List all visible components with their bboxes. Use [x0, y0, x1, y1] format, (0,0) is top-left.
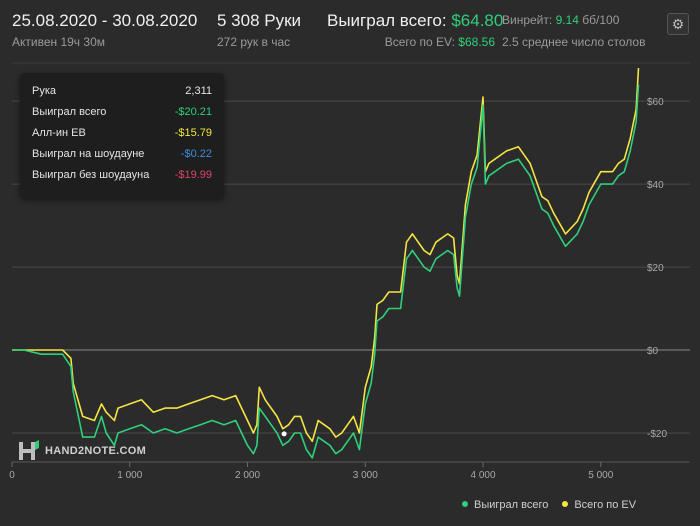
tooltip-value: -$15.79 [174, 127, 212, 139]
tooltip-label: Выиграл всего [32, 106, 107, 118]
legend-label: Всего по EV [574, 499, 637, 511]
ev-total-label: Всего по EV: [384, 35, 455, 49]
x-tick-label: 4 000 [471, 470, 496, 481]
x-tick-label: 0 [9, 470, 15, 481]
ev-total-value: $68.56 [458, 35, 495, 49]
won-total-value: $64.80 [451, 11, 504, 30]
y-tick-label: $0 [647, 346, 659, 357]
tooltip-row: Выиграл всего -$20.21 [32, 106, 212, 122]
hand2note-logo: HAND2NOTE.COM [19, 440, 146, 462]
tooltip-label: Выиграл без шоудауна [32, 169, 150, 181]
tooltip-label: Выиграл на шоудауне [32, 148, 145, 160]
gear-icon[interactable]: ⚙ [667, 13, 689, 35]
series-line [12, 67, 640, 443]
winrate-unit: бб/100 [582, 13, 620, 27]
tooltip-value: -$20.21 [174, 106, 212, 118]
tooltip-row: Выиграл на шоудауне -$0.22 [32, 148, 212, 164]
y-tick-label: $40 [647, 180, 664, 191]
tooltip-label: Рука [32, 85, 57, 97]
series-line [12, 84, 640, 459]
hand2note-logo-text: HAND2NOTE.COM [45, 445, 147, 457]
x-tick-label: 1 000 [117, 470, 142, 481]
winrate-value: 9.14 [555, 13, 579, 27]
winrate-label: Винрейт: [502, 13, 553, 27]
date-range[interactable]: 25.08.2020 - 30.08.2020 [12, 11, 198, 30]
active-time: Активен 19ч 30м [12, 35, 105, 49]
hover-point [281, 431, 287, 437]
x-tick-label: 2 000 [235, 470, 260, 481]
won-total: Выиграл всего: $64.80 [327, 11, 503, 31]
legend-item[interactable]: Выиграл всего [462, 499, 548, 511]
legend-dot-icon [562, 501, 569, 507]
won-total-label: Выиграл всего: [327, 11, 447, 30]
tooltip-row: Выиграл без шоудауна -$19.99 [32, 169, 212, 185]
ev-total: Всего по EV: $68.56 [385, 35, 495, 49]
tooltip-row: Алл-ин EB -$15.79 [32, 127, 212, 143]
tooltip-value: 2,311 [185, 85, 212, 97]
x-tick-label: 3 000 [353, 470, 378, 481]
hands-count: 5 308 Руки [217, 11, 302, 30]
legend-dot-icon [462, 501, 468, 507]
legend-label: Выиграл всего [474, 499, 549, 511]
header: 25.08.2020 - 30.08.2020 Активен 19ч 30м … [0, 0, 700, 62]
chart-legend: Выиграл всего Всего по EV [462, 499, 636, 511]
avg-tables: 2.5 среднее число столов [502, 35, 646, 49]
chart-tooltip: Рука 2,311 Выиграл всего -$20.21 Алл-ин EB -$… [20, 73, 224, 198]
y-tick-label: $60 [647, 97, 664, 108]
y-tick-label: $20 [647, 263, 664, 274]
tooltip-value: -$19.99 [174, 169, 212, 181]
hand2note-logo-icon [19, 440, 39, 460]
y-tick-label: -$20 [647, 429, 667, 440]
hands-rate: 272 рук в час [217, 35, 291, 49]
tooltip-label: Алл-ин EB [32, 127, 86, 139]
winrate: Винрейт: 9.14 бб/100 [502, 13, 619, 27]
tooltip-row: Рука 2,311 [32, 85, 212, 101]
tooltip-value: -$0.22 [180, 148, 212, 160]
legend-item[interactable]: Всего по EV [562, 499, 636, 511]
x-tick-label: 5 000 [588, 470, 613, 481]
